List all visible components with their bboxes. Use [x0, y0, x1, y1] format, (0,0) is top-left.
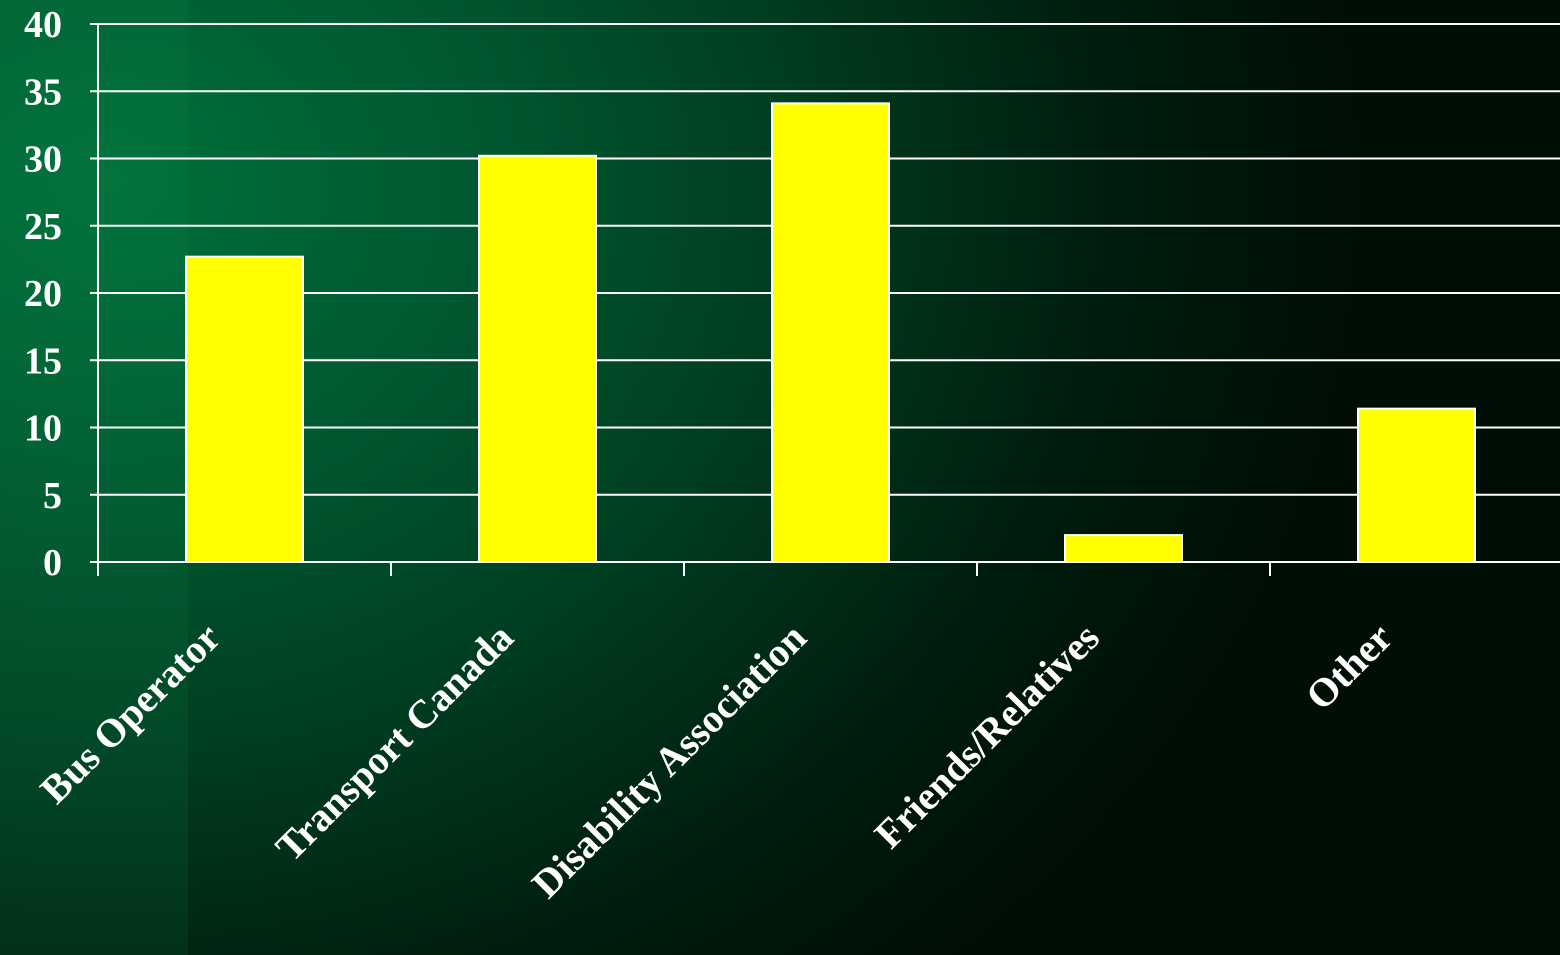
x-tick-label: Friends/Relatives	[866, 615, 1108, 857]
bar-bus-operator	[185, 255, 304, 563]
x-tick-label: Transport Canada	[267, 615, 522, 870]
bar-transport-canada	[478, 154, 597, 563]
x-tick-label: Bus Operator	[31, 615, 229, 813]
y-tick-label: 15	[24, 340, 62, 382]
y-tick-label: 0	[43, 542, 62, 584]
x-tick-label: Disability Association	[523, 615, 815, 907]
y-tick-label: 35	[24, 71, 62, 113]
bar-other	[1357, 407, 1476, 564]
bar-disability-association	[771, 102, 890, 563]
axes	[97, 24, 1560, 576]
bars	[185, 102, 1476, 564]
y-tick-label: 40	[24, 4, 62, 46]
y-tick-label: 25	[24, 206, 62, 248]
x-tick-label: Other	[1297, 615, 1401, 719]
y-tick-label: 10	[24, 408, 62, 450]
y-tick-label: 20	[24, 273, 62, 315]
bar-friends-relatives	[1064, 534, 1183, 563]
y-tick-label: 5	[43, 475, 62, 517]
y-tick-label: 30	[24, 139, 62, 181]
